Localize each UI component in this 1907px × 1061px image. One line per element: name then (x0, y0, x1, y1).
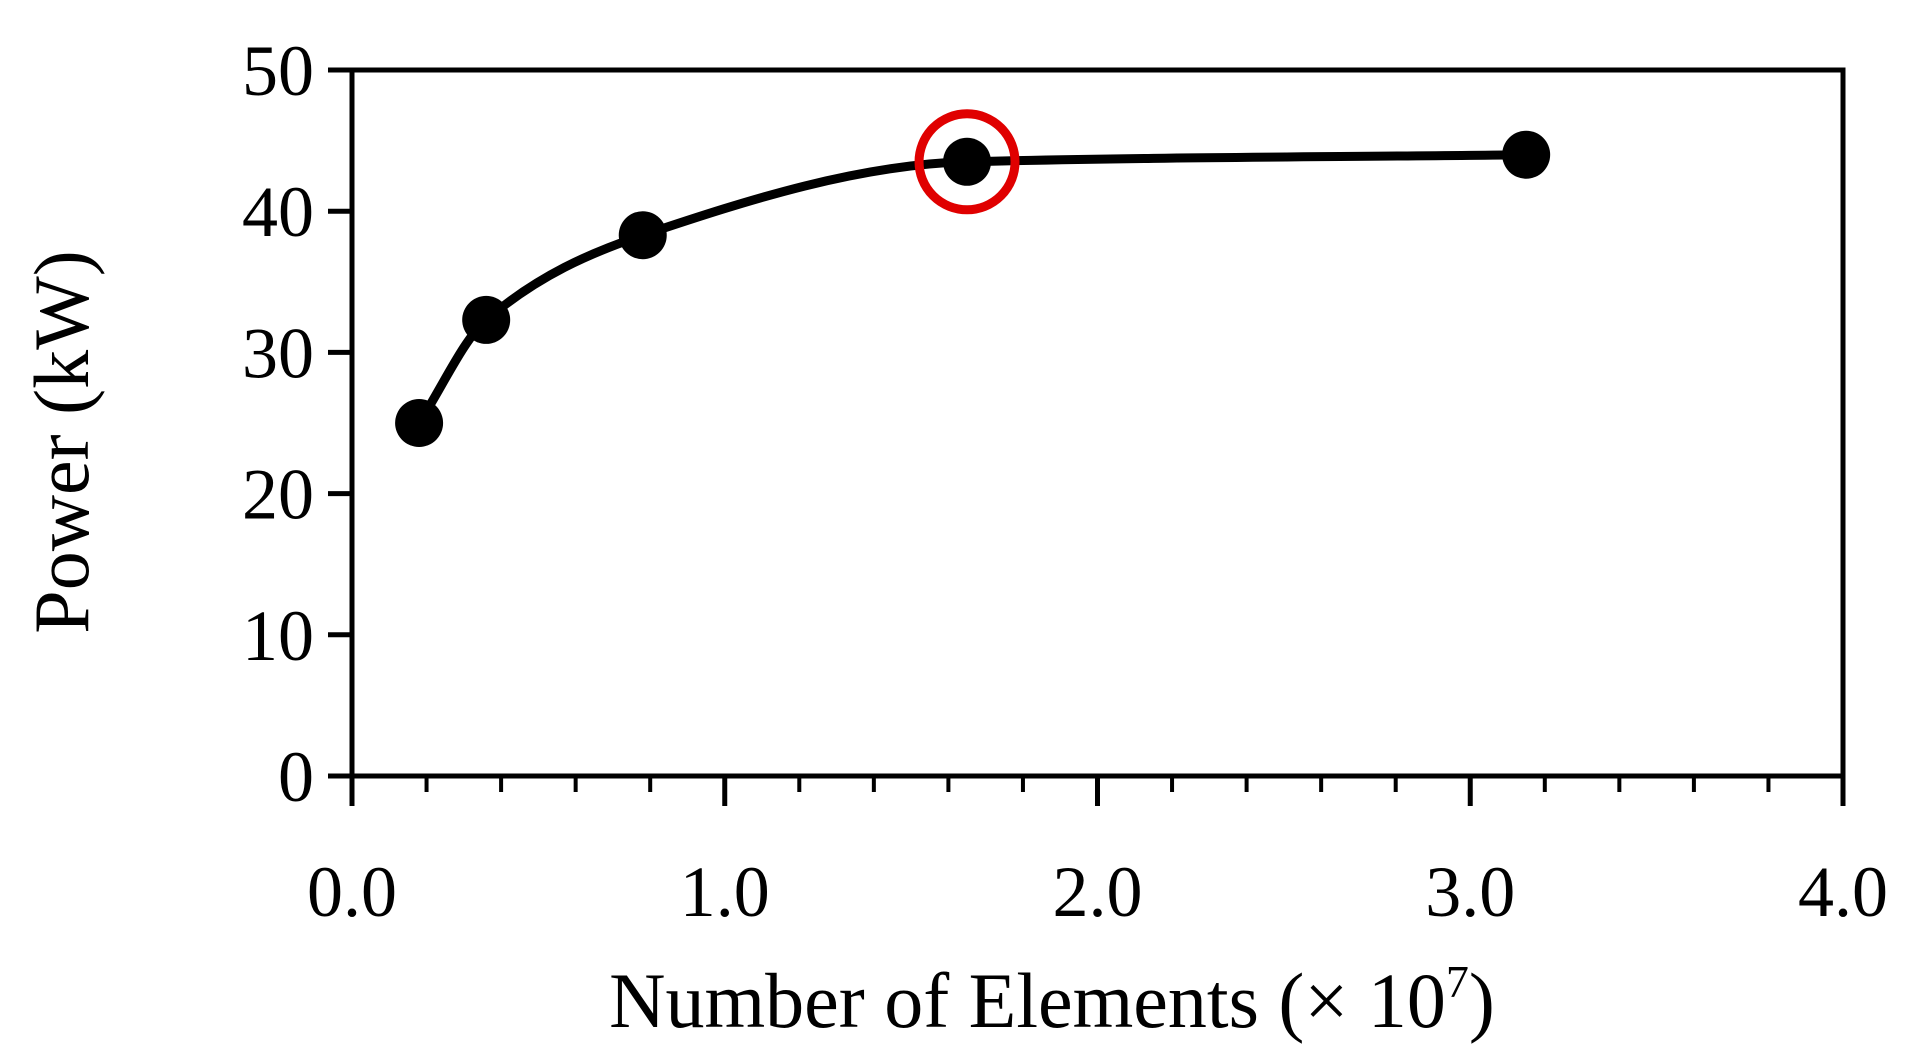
y-tick-label: 50 (242, 31, 314, 111)
y-axis-title: Power (kW) (18, 250, 105, 633)
x-axis-title-close: ) (1469, 957, 1495, 1044)
x-tick-label: 3.0 (1425, 852, 1515, 932)
plot-layer (395, 109, 1551, 447)
x-axis-title: Number of Elements (× 107) (609, 956, 1495, 1044)
data-point (618, 211, 667, 260)
axis-layer: 0 10 20 30 40 50 0.0 1.0 2.0 3.0 4.0 (242, 31, 1888, 932)
data-point (943, 137, 992, 186)
x-tick-label: 1.0 (680, 852, 770, 932)
y-tick-label: 10 (242, 596, 314, 676)
x-axis-title-exponent: 7 (1446, 956, 1469, 1007)
y-tick-label: 0 (278, 737, 314, 817)
y-tick-label: 30 (242, 313, 314, 393)
y-tick-label: 40 (242, 172, 314, 252)
highlight-circle (914, 109, 1020, 215)
data-point (462, 295, 511, 344)
x-axis-title-main: Number of Elements (× 10 (609, 957, 1446, 1044)
series-line (414, 150, 1531, 428)
x-tick-label: 4.0 (1798, 852, 1888, 932)
data-point (395, 399, 444, 447)
data-point (1502, 130, 1551, 179)
x-tick-label: 2.0 (1053, 852, 1143, 932)
y-tick-label: 20 (242, 455, 314, 535)
x-tick-label: 0.0 (307, 852, 397, 932)
plot-frame (349, 67, 1846, 779)
